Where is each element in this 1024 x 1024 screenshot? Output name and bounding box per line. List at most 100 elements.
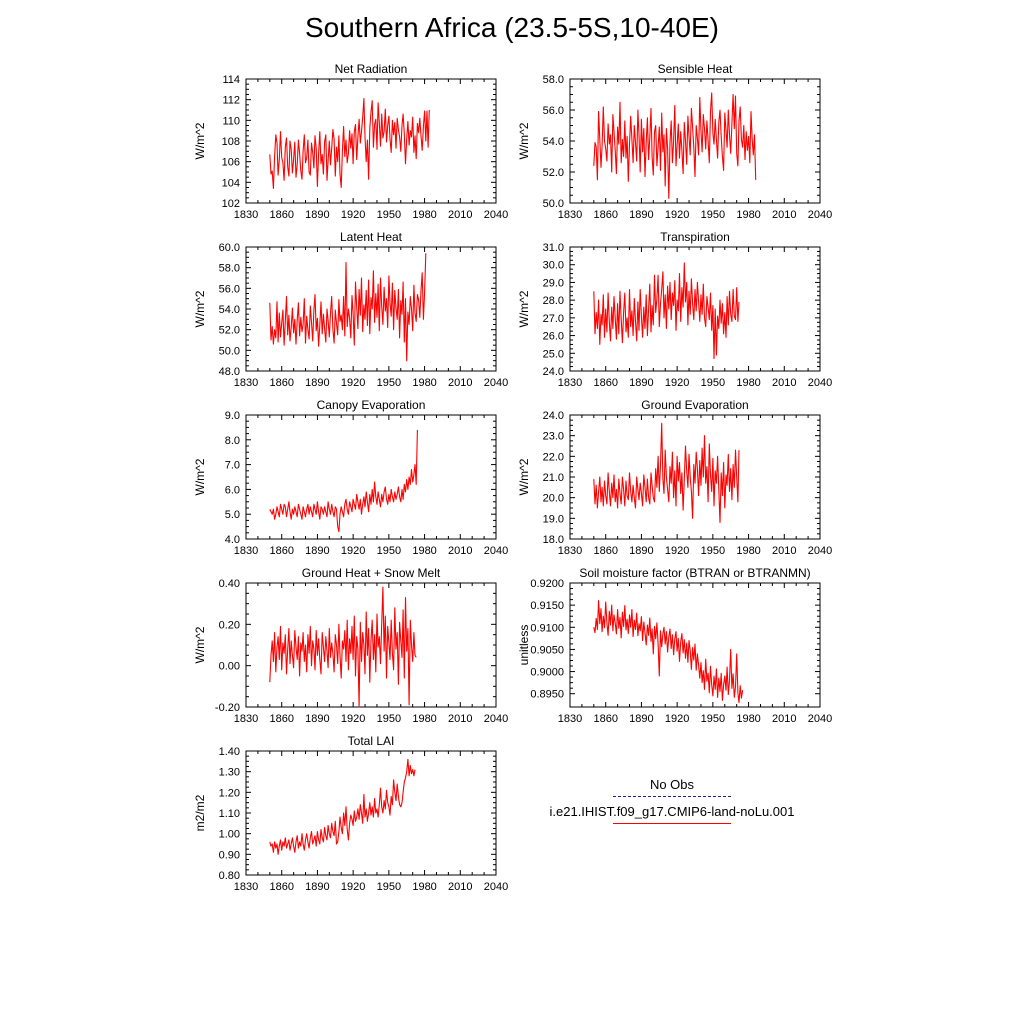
y-tick-label: 60.0 xyxy=(219,242,240,254)
panel-2: Sensible Heat W/m^2 1830 1860 1890 1920 1950 19… xyxy=(517,62,832,221)
x-tick-label: 1950 xyxy=(377,881,401,893)
x-tick-label: 2010 xyxy=(448,545,472,557)
y-tick-label: 0.40 xyxy=(219,578,240,590)
y-tick-label: 52.0 xyxy=(219,325,240,337)
x-tick-label: 1920 xyxy=(341,209,365,221)
panel-title: Net Radiation xyxy=(335,62,408,76)
x-tick-label: 2010 xyxy=(772,545,796,557)
y-tick-label: 0.20 xyxy=(219,619,240,631)
y-tick-label: 4.0 xyxy=(225,534,240,546)
y-tick-label: 54.0 xyxy=(543,136,564,148)
panel-title: Canopy Evaporation xyxy=(317,398,426,412)
x-tick-label: 1860 xyxy=(593,209,617,221)
y-tick-label: 102 xyxy=(222,198,240,210)
x-tick-label: 1830 xyxy=(234,377,258,389)
x-tick-label: 1920 xyxy=(341,545,365,557)
y-tick-label: 0.00 xyxy=(219,661,240,673)
panel-4: Transpiration W/m^2 1830 1860 1890 1920 1950 19… xyxy=(517,230,832,389)
data-line xyxy=(593,262,740,360)
x-tick-label: 1860 xyxy=(269,881,293,893)
panel-title: Soil moisture factor (BTRAN or BTRANMN) xyxy=(579,566,810,580)
panel-title: Transpiration xyxy=(660,230,730,244)
x-tick-label: 1830 xyxy=(234,713,258,725)
x-tick-label: 1890 xyxy=(629,209,653,221)
plot-frame xyxy=(569,582,821,708)
y-tick-label: 7.0 xyxy=(225,460,240,472)
panel-title: Ground Heat + Snow Melt xyxy=(302,566,441,580)
figure-title: Southern Africa (23.5-5S,10-40E) xyxy=(304,12,719,43)
legend-model-line xyxy=(613,823,731,824)
x-tick-label: 2010 xyxy=(772,377,796,389)
y-tick-label: 50.0 xyxy=(219,345,240,357)
x-tick-label: 2040 xyxy=(808,377,832,389)
y-tick-label: 58.0 xyxy=(219,263,240,275)
x-tick-label: 1860 xyxy=(269,209,293,221)
x-tick-label: 1920 xyxy=(665,545,689,557)
y-tick-label: 29.0 xyxy=(543,277,564,289)
panel-title: Total LAI xyxy=(348,734,395,748)
y-tick-label: 19.0 xyxy=(543,513,564,525)
x-tick-label: 1860 xyxy=(269,545,293,557)
y-tick-label: 56.0 xyxy=(543,105,564,117)
x-tick-label: 1890 xyxy=(629,545,653,557)
y-axis-label: unitless xyxy=(517,625,531,666)
x-tick-label: 1950 xyxy=(377,545,401,557)
x-tick-label: 1890 xyxy=(305,209,329,221)
y-tick-label: 110 xyxy=(222,115,240,127)
y-tick-label: 0.80 xyxy=(219,870,240,882)
x-tick-label: 1980 xyxy=(736,209,760,221)
y-tick-label: 25.0 xyxy=(543,348,564,360)
x-tick-label: 1860 xyxy=(269,377,293,389)
y-tick-label: 1.00 xyxy=(219,829,240,841)
plot-frame xyxy=(245,414,497,540)
data-line xyxy=(269,429,418,533)
y-tick-label: -0.20 xyxy=(215,702,240,714)
panel-title: Ground Evaporation xyxy=(641,398,748,412)
y-tick-label: 58.0 xyxy=(543,74,564,86)
panel-3: Latent Heat W/m^2 1830 1860 1890 1920 1950 1980… xyxy=(193,230,508,389)
y-tick-label: 8.0 xyxy=(225,435,240,447)
y-axis-label: W/m^2 xyxy=(193,626,207,663)
y-tick-label: 0.9050 xyxy=(530,644,564,656)
y-tick-label: 106 xyxy=(222,157,240,169)
y-tick-label: 26.0 xyxy=(543,331,564,343)
x-tick-label: 1890 xyxy=(629,713,653,725)
x-tick-label: 2040 xyxy=(808,545,832,557)
panel-7: Ground Heat + Snow Melt W/m^2 1830 1860 1890… xyxy=(193,566,508,725)
x-tick-label: 1830 xyxy=(234,881,258,893)
x-tick-label: 1980 xyxy=(412,377,436,389)
x-tick-label: 2010 xyxy=(448,713,472,725)
panel-9: Total LAI m2/m2 1830 1860 1890 1920 1950 1980 20… xyxy=(193,734,508,893)
x-tick-label: 1920 xyxy=(341,713,365,725)
x-tick-label: 1980 xyxy=(736,713,760,725)
panel-6: Ground Evaporation W/m^2 1830 1860 1890 1920 1… xyxy=(517,398,832,557)
data-line xyxy=(269,586,417,708)
y-tick-label: 24.0 xyxy=(543,410,564,422)
data-line xyxy=(593,600,744,704)
plot-frame xyxy=(245,78,497,204)
y-tick-label: 104 xyxy=(222,177,240,189)
legend-model-label: i.e21.IHIST.f09_g17.CMIP6-land-noLu.001 xyxy=(549,804,795,819)
x-tick-label: 2010 xyxy=(772,209,796,221)
y-tick-label: 24.0 xyxy=(543,366,564,378)
x-tick-label: 1950 xyxy=(701,713,725,725)
x-tick-label: 1860 xyxy=(269,713,293,725)
x-tick-label: 1830 xyxy=(558,209,582,221)
y-axis-label: W/m^2 xyxy=(193,290,207,327)
y-tick-label: 0.9150 xyxy=(530,600,564,612)
y-tick-label: 52.0 xyxy=(543,167,564,179)
y-tick-label: 0.90 xyxy=(219,849,240,861)
data-line xyxy=(593,92,757,199)
x-tick-label: 1830 xyxy=(558,545,582,557)
y-tick-label: 21.0 xyxy=(543,472,564,484)
x-tick-label: 1980 xyxy=(412,881,436,893)
x-tick-label: 1950 xyxy=(701,377,725,389)
x-tick-label: 1890 xyxy=(629,377,653,389)
y-tick-label: 27.0 xyxy=(543,313,564,325)
y-tick-label: 1.40 xyxy=(219,746,240,758)
x-tick-label: 1950 xyxy=(377,209,401,221)
y-tick-label: 28.0 xyxy=(543,295,564,307)
x-tick-label: 2040 xyxy=(484,209,508,221)
y-tick-label: 108 xyxy=(222,136,240,148)
